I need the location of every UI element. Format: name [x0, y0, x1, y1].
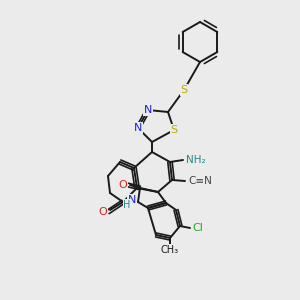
Text: H: H [123, 200, 131, 210]
Text: O: O [118, 180, 127, 190]
Text: S: S [180, 85, 188, 95]
Text: CH₃: CH₃ [161, 245, 179, 255]
Text: C≡N: C≡N [188, 176, 212, 186]
Text: N: N [128, 195, 136, 205]
Text: S: S [170, 125, 178, 135]
Text: NH₂: NH₂ [186, 155, 206, 165]
Text: Cl: Cl [192, 223, 203, 233]
Text: O: O [99, 207, 107, 217]
Text: N: N [134, 123, 142, 133]
Text: N: N [144, 105, 152, 115]
